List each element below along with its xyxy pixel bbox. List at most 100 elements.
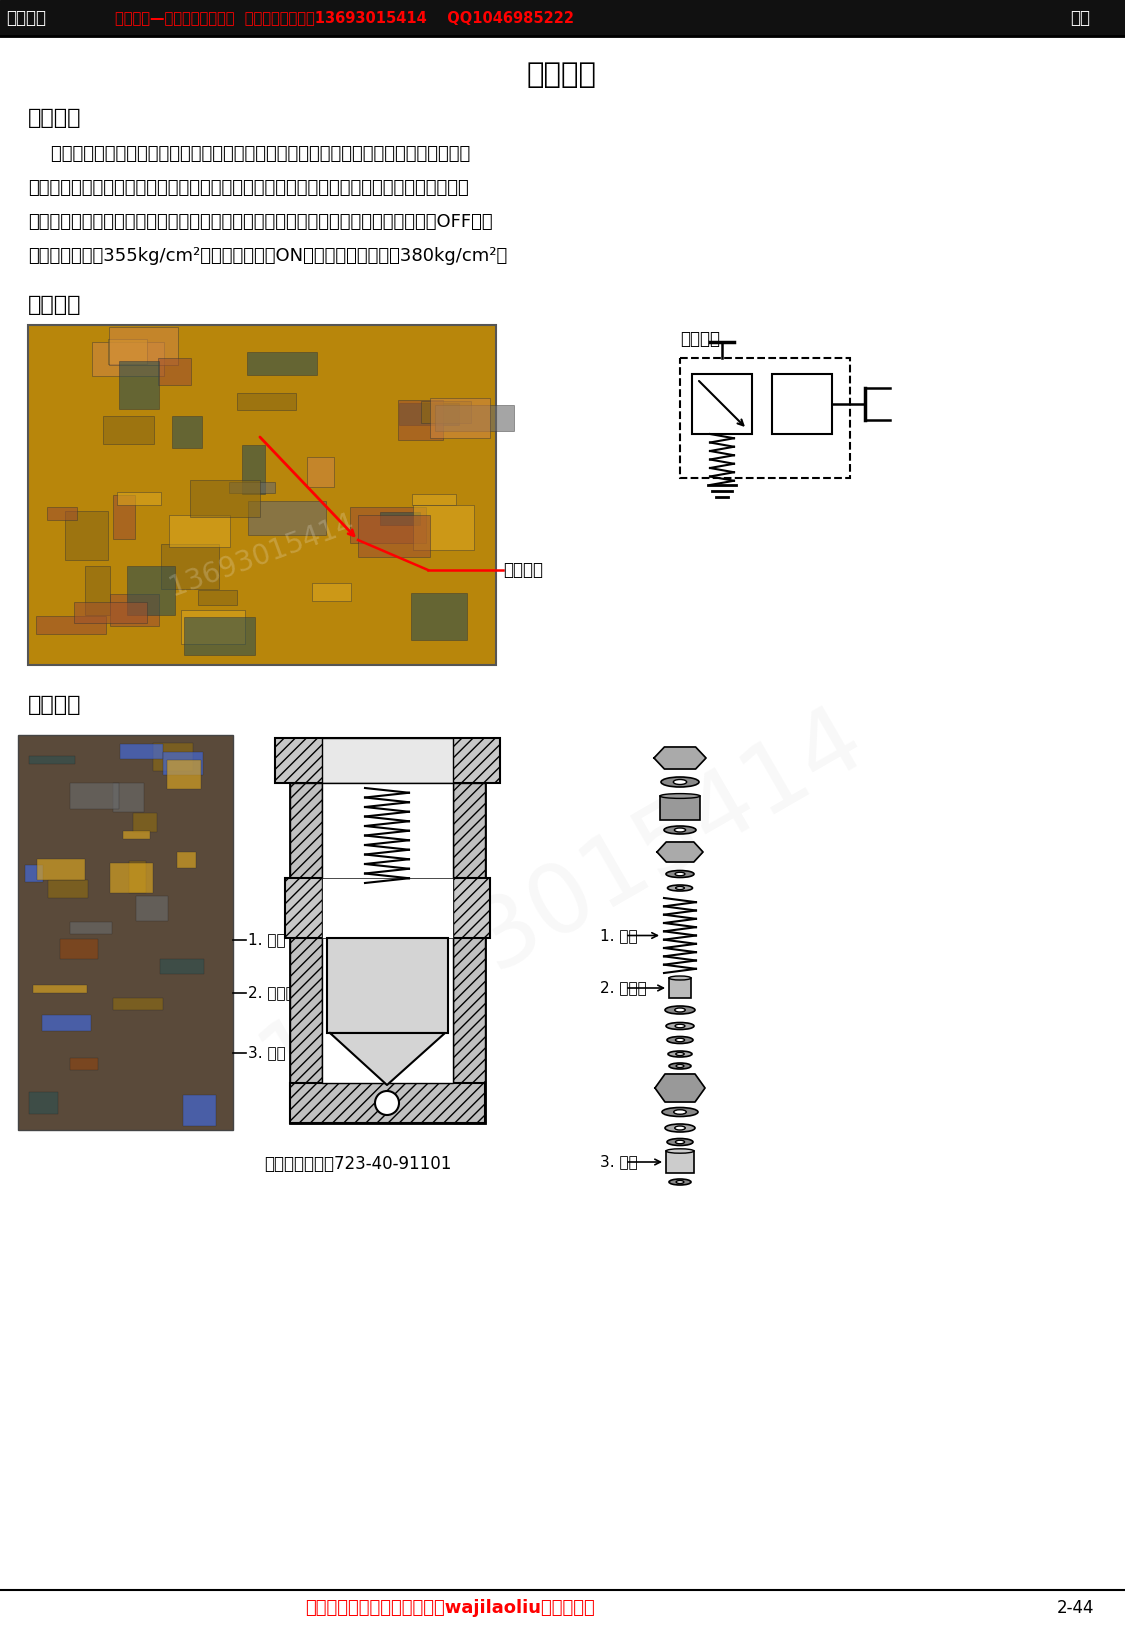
Text: 為一級設定壓力355kg/cm²；當先導壓力為ON時，為二級設定壓力380kg/cm²。: 為一級設定壓力355kg/cm²；當先導壓力為ON時，為二級設定壓力380kg/… (28, 247, 507, 265)
Ellipse shape (668, 1051, 692, 1056)
Bar (112, 783, 144, 812)
Polygon shape (657, 842, 703, 861)
Bar (327, 938, 448, 1034)
Bar (109, 863, 153, 894)
Ellipse shape (662, 1108, 698, 1116)
Bar (350, 507, 426, 543)
Bar (242, 445, 264, 494)
Text: 看免費維修資料、搜索關注：wajilaoliu微信公眾號: 看免費維修資料、搜索關注：wajilaoliu微信公眾號 (305, 1599, 595, 1617)
Ellipse shape (674, 780, 686, 785)
Bar (177, 852, 196, 868)
Bar (61, 939, 98, 959)
Ellipse shape (676, 1064, 684, 1068)
Bar (660, 796, 700, 821)
Bar (669, 978, 691, 998)
Text: 主溢流閥: 主溢流閥 (526, 62, 597, 89)
Bar (129, 861, 146, 894)
Bar (680, 358, 850, 478)
Bar (181, 611, 245, 644)
Bar (28, 325, 496, 665)
Bar (666, 1150, 694, 1173)
Bar (307, 457, 334, 488)
Bar (172, 416, 201, 448)
Bar (161, 544, 219, 590)
Ellipse shape (662, 777, 699, 786)
Ellipse shape (675, 1024, 685, 1027)
Ellipse shape (667, 886, 693, 891)
Ellipse shape (666, 871, 694, 878)
Ellipse shape (675, 873, 685, 876)
Text: 2. 捏動頭: 2. 捏動頭 (600, 980, 647, 996)
Text: 三、構造: 三、構造 (28, 696, 81, 715)
Bar (312, 582, 351, 601)
Ellipse shape (676, 1180, 684, 1183)
Bar (168, 760, 201, 790)
Bar (246, 353, 317, 375)
Bar (322, 783, 453, 1082)
Bar (435, 405, 514, 432)
Text: 挖機老劉—提供挖機維修資料  電話（微信同號）13693015414    QQ1046985222: 挖機老劉—提供挖機維修資料 電話（微信同號）13693015414 QQ1046… (115, 10, 574, 26)
Text: 1. 彈簧: 1. 彈簧 (248, 933, 286, 947)
Bar (118, 361, 159, 408)
Bar (285, 878, 490, 938)
Bar (229, 483, 276, 492)
Bar (117, 492, 162, 505)
Circle shape (375, 1090, 399, 1115)
Text: 液壓系統: 液壓系統 (6, 10, 46, 28)
Bar (290, 783, 322, 1123)
Bar (65, 510, 108, 561)
Bar (86, 566, 110, 616)
Bar (772, 374, 832, 434)
Text: 主溢流閥: 主溢流閥 (503, 561, 543, 578)
Ellipse shape (676, 887, 684, 889)
Bar (120, 744, 163, 759)
Bar (183, 1095, 216, 1126)
Ellipse shape (665, 1124, 695, 1133)
Text: 一、概述: 一、概述 (28, 107, 81, 128)
Ellipse shape (675, 1008, 685, 1012)
Bar (48, 881, 89, 899)
Ellipse shape (675, 1038, 684, 1042)
Text: 液壓符號: 液壓符號 (680, 330, 720, 348)
Bar (453, 783, 485, 1123)
Bar (169, 515, 230, 546)
Polygon shape (654, 748, 706, 769)
Bar (358, 515, 430, 557)
Bar (413, 505, 475, 549)
Bar (108, 338, 147, 364)
Bar (153, 743, 193, 770)
Bar (34, 985, 87, 993)
Ellipse shape (660, 793, 700, 798)
Bar (112, 496, 135, 540)
Bar (47, 507, 78, 520)
Bar (430, 398, 490, 439)
Ellipse shape (669, 977, 691, 980)
Bar (322, 878, 453, 938)
Text: 二、位置: 二、位置 (28, 296, 81, 315)
Ellipse shape (669, 1180, 691, 1185)
Ellipse shape (676, 1053, 684, 1056)
Bar (29, 1092, 57, 1113)
Text: 3. 柱塞: 3. 柱塞 (600, 1154, 638, 1170)
Text: 主溢流閥安裝在主控制閥的上下兩端，上下各一個。該閥設定整個液壓系統工作時的最高: 主溢流閥安裝在主控制閥的上下兩端，上下各一個。該閥設定整個液壓系統工作時的最高 (28, 145, 470, 162)
Bar (0, 0, 1125, 36)
Bar (43, 1016, 91, 1032)
Ellipse shape (665, 1006, 695, 1014)
Text: 2. 捏動頭: 2. 捏動頭 (248, 985, 295, 1001)
Ellipse shape (666, 1149, 694, 1154)
Bar (190, 481, 261, 517)
Polygon shape (655, 1074, 705, 1102)
Text: 閥總成零件號：723-40-91101: 閥總成零件號：723-40-91101 (263, 1155, 451, 1173)
Bar (274, 738, 500, 783)
Bar (18, 734, 233, 1129)
Text: 主閥: 主閥 (1070, 10, 1090, 28)
Bar (109, 327, 178, 366)
Ellipse shape (666, 1022, 694, 1030)
Bar (380, 512, 420, 525)
Bar (127, 566, 176, 616)
Text: 13693015414: 13693015414 (165, 509, 358, 601)
Bar (36, 616, 107, 634)
Text: 壓力。當系統壓力超過主溢流閥設定壓力時，主溢流閥打開回油箱油路將液壓油溢流回油箱，: 壓力。當系統壓力超過主溢流閥設定壓力時，主溢流閥打開回油箱油路將液壓油溢流回油箱… (28, 179, 469, 197)
Bar (399, 403, 459, 426)
Bar (70, 783, 118, 809)
